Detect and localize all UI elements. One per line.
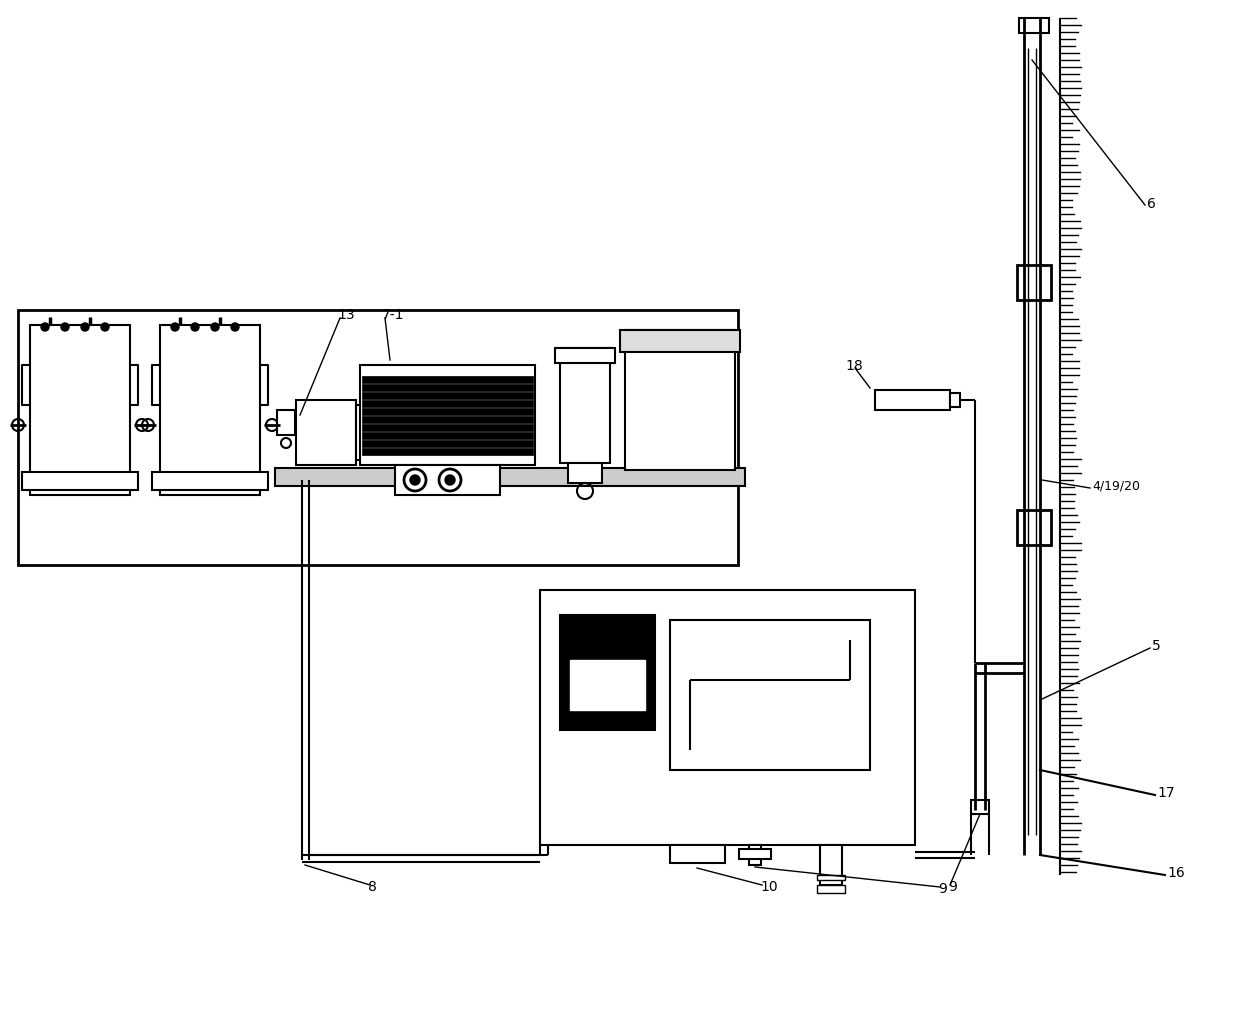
Circle shape [81, 323, 89, 331]
Bar [275, 468, 745, 486]
Bar [19, 310, 738, 565]
Bar [749, 845, 761, 865]
Circle shape [211, 323, 219, 331]
Bar [362, 384, 533, 391]
Text: 16: 16 [1167, 866, 1184, 880]
Text: 5: 5 [1152, 639, 1161, 653]
Bar [539, 590, 915, 845]
Bar [360, 365, 534, 465]
Bar [362, 408, 533, 415]
Bar [362, 432, 533, 439]
Text: 18: 18 [844, 359, 863, 373]
Bar [950, 393, 960, 407]
Text: 6: 6 [1147, 197, 1156, 211]
Bar [670, 620, 870, 770]
Bar [153, 472, 268, 490]
Bar [396, 465, 500, 495]
Bar [362, 424, 533, 431]
Bar [1017, 510, 1052, 545]
Bar [356, 405, 378, 460]
Circle shape [41, 323, 50, 331]
Text: 10: 10 [760, 880, 777, 894]
Circle shape [171, 323, 179, 331]
Bar [560, 348, 610, 463]
Bar [30, 325, 130, 495]
Bar [160, 325, 260, 495]
Bar [568, 463, 601, 483]
Bar [620, 330, 740, 352]
Bar [817, 885, 844, 893]
Circle shape [61, 323, 69, 331]
Text: 9: 9 [949, 880, 957, 894]
Bar [277, 410, 295, 435]
Bar [362, 448, 533, 455]
Bar [362, 392, 533, 399]
Circle shape [410, 475, 420, 485]
Bar [1019, 18, 1049, 33]
Bar [362, 416, 533, 423]
Bar [875, 390, 950, 410]
Bar [670, 845, 725, 863]
Text: 7-1: 7-1 [382, 308, 404, 322]
Bar [625, 330, 735, 470]
Bar [817, 875, 844, 880]
Bar [556, 348, 615, 363]
Text: 13: 13 [337, 308, 355, 322]
Bar [22, 472, 138, 490]
Text: 17: 17 [1157, 786, 1174, 800]
Bar [1017, 265, 1052, 300]
Circle shape [231, 323, 239, 331]
Bar [971, 800, 990, 814]
Circle shape [191, 323, 198, 331]
Bar [362, 376, 533, 383]
Bar [820, 845, 842, 885]
Circle shape [445, 475, 455, 485]
Bar [739, 849, 771, 859]
Bar [362, 439, 533, 447]
Bar [570, 660, 645, 710]
Bar [362, 400, 533, 407]
Bar [560, 615, 655, 730]
Circle shape [100, 323, 109, 331]
Text: 4/19/20: 4/19/20 [1092, 479, 1140, 492]
Text: 8: 8 [368, 880, 377, 894]
Text: 9: 9 [937, 882, 947, 896]
Bar [296, 400, 356, 465]
